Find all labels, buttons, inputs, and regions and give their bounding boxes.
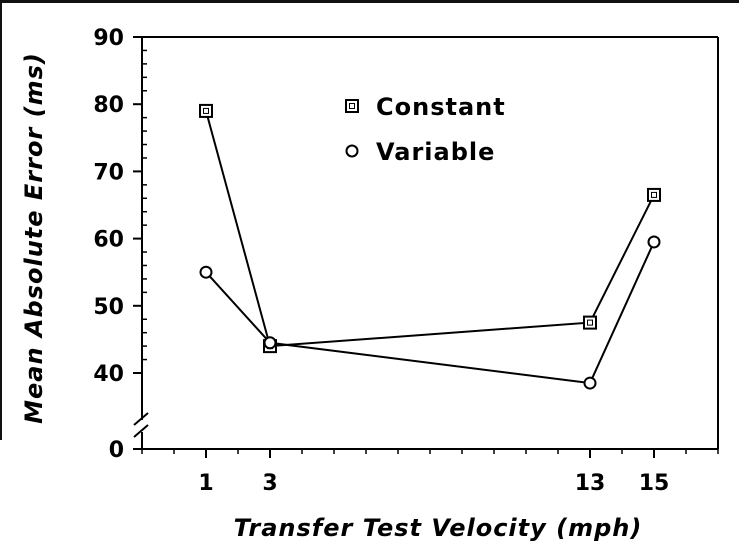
series-line-constant <box>205 110 655 348</box>
data-point-constant <box>199 103 213 118</box>
data-point-constant <box>583 315 597 330</box>
data-point-variable <box>583 376 597 390</box>
legend-marker-square-inner <box>349 103 355 109</box>
y-tick-label: 50 <box>93 295 124 320</box>
y-tick-label: 80 <box>93 93 124 118</box>
y-tick-label: 90 <box>93 26 124 51</box>
data-point-variable <box>199 265 213 279</box>
chart-series-markers <box>199 103 661 390</box>
image-border-top <box>0 0 739 3</box>
data-point-variable <box>263 336 277 350</box>
x-axis-title: Transfer Test Velocity (mph) <box>234 514 643 542</box>
image-border-left <box>0 0 2 440</box>
series-line-variable <box>205 241 655 385</box>
y-tick-label: 40 <box>93 362 124 387</box>
data-point-variable <box>647 235 661 249</box>
y-tick-label: 70 <box>93 160 124 185</box>
legend-marker-circle <box>345 144 359 158</box>
chart-legend: Constant Variable <box>345 93 506 166</box>
legend-label-variable: Variable <box>376 138 495 166</box>
chart-series-lines <box>205 110 655 385</box>
data-point-inner-constant <box>651 191 657 198</box>
x-tick-label: 15 <box>639 471 670 496</box>
data-point-inner-constant <box>587 319 593 326</box>
y-axis-break-mark <box>133 424 149 438</box>
legend-label-constant: Constant <box>376 93 506 121</box>
legend-marker-square <box>345 99 359 113</box>
x-tick-label: 1 <box>198 471 213 496</box>
y-axis-break-mark <box>133 412 149 426</box>
x-tick-label: 13 <box>575 471 606 496</box>
data-point-inner-constant <box>203 107 209 114</box>
y-tick-label: 60 <box>93 228 124 253</box>
x-tick-label: 3 <box>262 471 277 496</box>
y-tick-label: 0 <box>109 438 124 463</box>
data-point-constant <box>647 187 661 202</box>
y-axis-title: Mean Absolute Error (ms) <box>20 52 48 424</box>
